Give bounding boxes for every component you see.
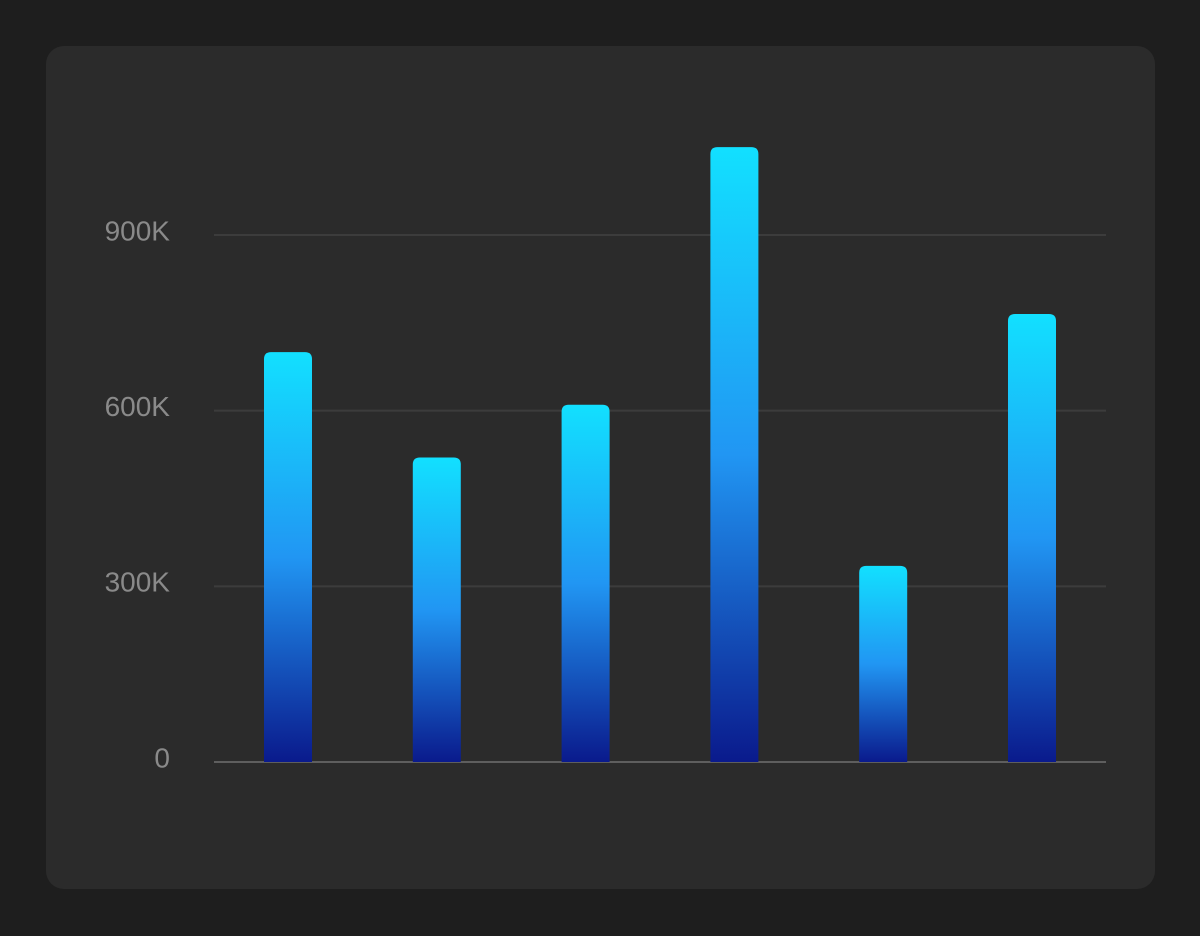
bar-6: [1008, 314, 1056, 762]
y-tick-label: 900K: [105, 215, 171, 246]
bar-1: [264, 352, 312, 762]
grid-lines: [214, 234, 1106, 763]
bar-4: [710, 147, 759, 762]
y-tick-label: 0: [154, 742, 170, 773]
y-axis-ticks: 0 300K 600K 900K: [105, 215, 171, 773]
bar-3: [561, 404, 610, 762]
bar-5: [859, 565, 908, 762]
y-tick-label: 600K: [105, 391, 171, 422]
bar-2: [412, 457, 461, 762]
y-tick-label: 300K: [105, 567, 171, 598]
bars: [264, 147, 1056, 762]
